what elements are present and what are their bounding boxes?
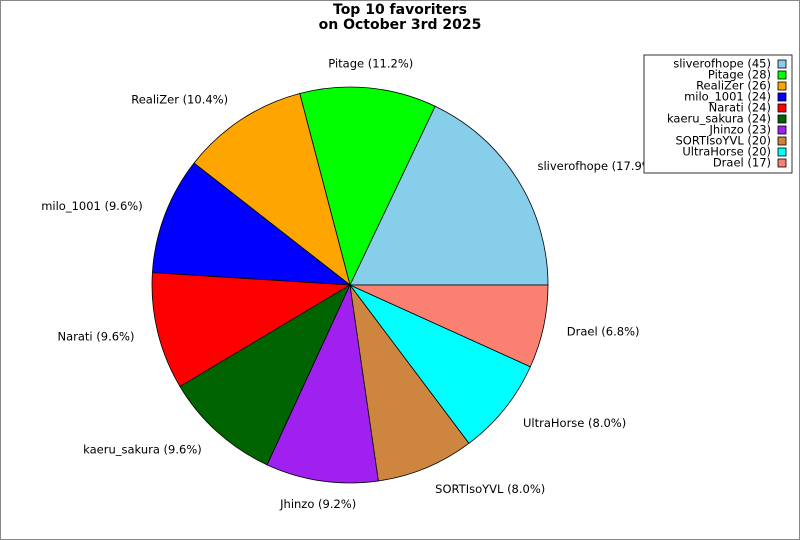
slice-label: kaeru_sakura (9.6%) <box>83 442 202 456</box>
legend-swatch <box>777 70 787 80</box>
pie-slice <box>349 284 531 444</box>
legend-label: sliverofhope (45) <box>673 57 771 71</box>
slice-label: SORTIsoYVL (8.0%) <box>435 482 545 496</box>
legend-swatch <box>777 158 787 168</box>
pie-slice <box>349 284 549 368</box>
legend-swatch <box>777 59 787 69</box>
pie-slice <box>193 92 351 287</box>
pie-slice <box>179 283 351 466</box>
legend-label: SORTIsoYVL (20) <box>675 134 771 148</box>
pie-slice <box>266 283 379 484</box>
legend-swatch <box>777 81 787 91</box>
legend-swatch <box>777 125 787 135</box>
pie-slice <box>349 284 470 482</box>
slice-label: Pitage (11.2%) <box>328 57 413 71</box>
legend-label: UltraHorse (20) <box>682 145 771 159</box>
pie-slice <box>151 272 352 388</box>
legend-label: Pitage (28) <box>708 68 771 82</box>
legend-label: kaeru_sakura (24) <box>667 112 771 126</box>
slice-label: milo_1001 (9.6%) <box>41 199 143 213</box>
legend-swatch <box>777 136 787 146</box>
slice-label: RealiZer (10.4%) <box>131 92 228 106</box>
slice-label: Narati (9.6%) <box>57 330 134 344</box>
legend-label: Jhinzo (23) <box>709 123 772 137</box>
legend-label: Narati (24) <box>709 101 771 115</box>
legend-swatch <box>777 92 787 102</box>
legend-label: milo_1001 (24) <box>684 90 771 104</box>
legend-label: Drael (17) <box>713 156 771 170</box>
slice-label: UltraHorse (8.0%) <box>523 416 626 430</box>
legend-box <box>643 54 793 174</box>
legend-swatch <box>777 114 787 124</box>
legend-swatch <box>777 103 787 113</box>
chart-title: on October 3rd 2025 <box>319 17 482 33</box>
slice-label: Jhinzo (9.2%) <box>279 497 356 511</box>
pie-slice <box>299 86 436 287</box>
chart-title: Top 10 favoriters <box>333 2 467 18</box>
pie-slice <box>151 162 352 286</box>
slice-label: sliverofhope (17.9%) <box>538 159 658 173</box>
slice-label: Drael (6.8%) <box>567 324 640 338</box>
legend-swatch <box>777 147 787 157</box>
pie-slice <box>349 105 549 286</box>
legend-label: RealiZer (26) <box>696 79 771 93</box>
